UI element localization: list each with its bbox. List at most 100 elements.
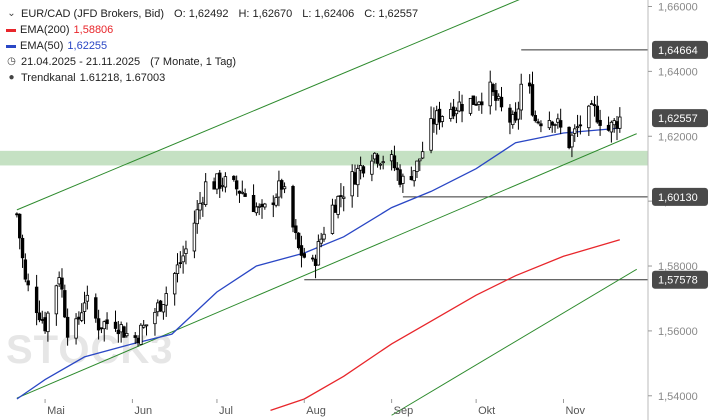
price-label-2: 1,60130 bbox=[658, 192, 698, 204]
ema200-swatch bbox=[6, 28, 16, 32]
candle-body bbox=[223, 176, 228, 188]
candle-body bbox=[234, 180, 239, 190]
candle-body bbox=[595, 105, 599, 123]
candle-body bbox=[432, 118, 436, 125]
candle-body bbox=[294, 225, 298, 234]
y-tick-label: 1,58000 bbox=[658, 261, 698, 273]
candle-body bbox=[322, 233, 326, 240]
candle-body bbox=[539, 123, 543, 127]
x-tick-label-aug: Aug bbox=[306, 405, 326, 417]
candle-body bbox=[218, 172, 222, 189]
candle-body bbox=[139, 324, 143, 345]
y-tick-label: 1,54000 bbox=[658, 391, 698, 403]
candle-body bbox=[319, 238, 323, 244]
candle-body bbox=[195, 209, 199, 225]
legend: ⌄ EUR/CAD (JFD Brokers, Bid) O: 1,62492 … bbox=[6, 6, 418, 86]
legend-ema50-row: EMA(50) 1,62255 bbox=[6, 38, 418, 54]
candle-body bbox=[34, 286, 39, 314]
candle-body bbox=[105, 319, 109, 325]
dot-icon: ● bbox=[8, 72, 15, 83]
candle-body bbox=[215, 173, 219, 190]
candle-body bbox=[271, 202, 275, 205]
instrument-label: EUR/CAD (JFD Brokers, Bid) bbox=[21, 8, 165, 20]
candle-body bbox=[618, 116, 622, 129]
candle-body bbox=[516, 108, 521, 120]
candle-body bbox=[471, 95, 476, 105]
candle-body bbox=[578, 124, 583, 127]
candle-body bbox=[316, 241, 321, 266]
candle-body bbox=[598, 119, 602, 126]
candle-body bbox=[612, 120, 616, 126]
candle-body bbox=[573, 128, 577, 134]
candle-body bbox=[454, 110, 459, 115]
price-label-0: 1,64664 bbox=[658, 45, 698, 57]
candle-body bbox=[232, 175, 236, 180]
candle-body bbox=[553, 124, 557, 126]
x-tick-label-mai: Mai bbox=[47, 405, 65, 417]
watermark: STOCK3 bbox=[6, 328, 174, 372]
candle-body bbox=[556, 118, 560, 123]
candle-body bbox=[153, 311, 157, 325]
candle-body bbox=[175, 264, 180, 274]
price-label-1: 1,62557 bbox=[658, 113, 698, 125]
candle-body bbox=[496, 95, 501, 99]
candle-body bbox=[457, 101, 461, 112]
candle-body bbox=[96, 318, 101, 331]
ohlc-open: O: 1,62492 bbox=[174, 8, 229, 20]
candle-body bbox=[412, 170, 416, 182]
candle-body bbox=[420, 151, 425, 159]
y-tick-label: 1,62000 bbox=[658, 131, 698, 143]
candle-body bbox=[299, 245, 304, 256]
candle-body bbox=[74, 318, 78, 339]
candle-body bbox=[243, 193, 247, 197]
candle-body bbox=[437, 108, 442, 123]
candle-body bbox=[181, 255, 185, 263]
candle-body bbox=[589, 103, 594, 106]
candle-body bbox=[20, 237, 25, 259]
candle-body bbox=[274, 197, 278, 206]
candle-body bbox=[434, 110, 439, 125]
candle-body bbox=[198, 203, 202, 211]
candle-body bbox=[468, 97, 473, 114]
candle-body bbox=[184, 248, 188, 254]
candle-body bbox=[43, 317, 47, 332]
candle-body bbox=[401, 175, 405, 184]
candle-body bbox=[480, 101, 484, 106]
channel-values: 1.61218, 1.67003 bbox=[79, 72, 166, 84]
candle-body bbox=[277, 180, 281, 198]
candle-body bbox=[558, 120, 563, 128]
legend-ema200-row: EMA(200) 1,58806 bbox=[6, 22, 418, 38]
candle-body bbox=[172, 273, 177, 295]
candle-body bbox=[133, 335, 137, 338]
candle-body bbox=[296, 232, 301, 249]
candle-body bbox=[527, 82, 532, 87]
candle-body bbox=[533, 115, 538, 122]
channel-line-1 bbox=[16, 133, 637, 399]
candle-body bbox=[263, 203, 267, 208]
candle-body bbox=[592, 104, 597, 107]
candle-body bbox=[18, 213, 22, 239]
candle-body bbox=[474, 103, 478, 106]
candle-body bbox=[519, 83, 523, 111]
candle-body bbox=[370, 160, 374, 175]
candle-body bbox=[141, 324, 146, 328]
candle-body bbox=[499, 96, 504, 108]
candle-body bbox=[575, 126, 580, 129]
date-range: 21.04.2025 - 21.11.2025 bbox=[21, 56, 141, 68]
candles bbox=[15, 70, 622, 347]
ohlc-low: L: 1,62406 bbox=[302, 8, 355, 20]
candle-body bbox=[547, 120, 552, 129]
price-label-3: 1,57578 bbox=[658, 275, 698, 287]
chevron-down-icon[interactable]: ⌄ bbox=[7, 8, 16, 19]
candle-body bbox=[567, 126, 571, 149]
candle-body bbox=[313, 258, 318, 266]
ohlc-high: H: 1,62670 bbox=[238, 8, 293, 20]
candle-body bbox=[282, 186, 287, 190]
candle-body bbox=[23, 259, 28, 280]
candle-body bbox=[550, 121, 554, 126]
candle-body bbox=[178, 262, 183, 265]
x-tick-label-okt: Okt bbox=[478, 405, 495, 417]
candle-body bbox=[339, 195, 343, 197]
candle-body bbox=[350, 171, 354, 197]
